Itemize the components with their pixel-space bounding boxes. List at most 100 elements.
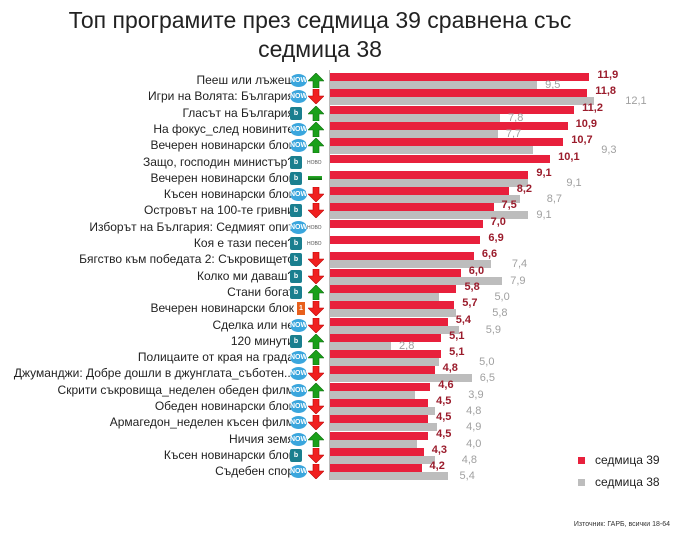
bar-week38 [330, 407, 435, 415]
category-label: Пееш или лъжеш [196, 73, 294, 87]
bar-week38 [330, 292, 439, 301]
bar-week39 [330, 187, 509, 196]
btv-logo-icon: b [290, 285, 302, 299]
bar-week38 [330, 97, 594, 106]
value-label-week39: 5,1 [449, 329, 465, 342]
bar-week39 [330, 399, 429, 407]
arrow-down-icon [307, 317, 325, 333]
arrow-up-icon [307, 431, 325, 447]
value-label-week39: 9,1 [536, 166, 552, 179]
bar-week38 [330, 178, 529, 187]
now-logo-icon: NOW [290, 400, 307, 413]
arrow-down-icon [307, 447, 325, 464]
category-label: Стани богат [227, 284, 294, 299]
bar-week39 [330, 203, 494, 212]
value-label-week39: 10,1 [558, 150, 580, 163]
bar-week39 [330, 138, 564, 147]
value-label-week39: 6,6 [481, 248, 498, 261]
btv-logo-icon: b [290, 269, 302, 283]
arrow-down-icon [307, 268, 325, 285]
value-label-week38: 9,1 [566, 176, 582, 189]
value-label-week39: 8,2 [516, 183, 533, 196]
now-logo-icon: NOW [290, 383, 307, 397]
arrow-down-icon [307, 300, 325, 317]
btv-logo-icon: b [290, 237, 302, 250]
category-label: 120 минути [230, 333, 294, 348]
bar-week39 [330, 447, 424, 456]
arrow-down-icon [307, 366, 325, 382]
category-label: Ничия земя [229, 431, 294, 446]
now-logo-icon: NOW [290, 220, 307, 234]
arrow-up-icon [307, 382, 325, 398]
category-label: Сделка или не [212, 317, 294, 332]
bar-week39 [330, 464, 422, 473]
value-label-week39: 4,8 [442, 362, 458, 375]
bar-week38 [330, 325, 459, 334]
value-label-week39: 6,0 [468, 264, 485, 277]
value-label-week38: 4,0 [466, 437, 482, 450]
now-logo-icon: NOW [290, 90, 307, 104]
btv-logo-icon: b [290, 171, 302, 185]
now-logo-icon: NOW [290, 188, 307, 202]
category-label: Колко ми даваш? [197, 268, 294, 283]
value-label-week38: 9,1 [536, 209, 552, 222]
now-logo-icon: NOW [290, 122, 307, 136]
now-logo-icon: NOW [290, 74, 307, 87]
category-label: Изборът на България: Седмият опит [89, 219, 294, 234]
btv-logo-icon: b [290, 106, 302, 120]
bar-week38 [330, 195, 520, 204]
category-label: Късен новинарски блок [163, 447, 294, 462]
bar-week39 [330, 317, 448, 326]
value-label-week38: 7,4 [511, 258, 528, 271]
category-label: Вечерен новинарски блок [150, 301, 294, 316]
value-label-week39: 4,5 [436, 411, 452, 424]
arrow-down-icon [307, 463, 325, 480]
category-label: Коя е тази песен? [193, 236, 294, 250]
now-logo-icon: NOW [290, 416, 307, 430]
new-badge: НОВО [307, 224, 322, 231]
arrow-down-icon [307, 398, 325, 415]
value-label-week38: 5,8 [492, 307, 508, 320]
value-label-week38: 4,9 [466, 421, 482, 434]
now-logo-icon: NOW [290, 351, 307, 365]
bar-week39 [330, 333, 442, 342]
y-axis-line [329, 70, 330, 480]
now-logo-icon: NOW [290, 318, 307, 332]
bar-week39 [330, 268, 461, 277]
value-label-week38: 4,8 [466, 405, 482, 417]
value-label-week39: 11,2 [582, 101, 603, 114]
now-logo-icon: NOW [290, 432, 307, 446]
arrow-down-icon [307, 203, 325, 219]
bar-week38 [330, 113, 501, 122]
value-label-week39: 4,5 [436, 395, 452, 407]
bar-week39 [330, 415, 429, 424]
value-label-week38: 7,7 [505, 127, 522, 140]
category-label: На фокус_след новините [153, 121, 294, 136]
value-label-week38: 9,5 [545, 79, 561, 91]
bar-week39 [330, 219, 483, 228]
value-label-week38: 2,8 [399, 339, 415, 352]
btv-logo-icon: b [290, 448, 302, 462]
legend-item-week38: седмица 38 [578, 475, 660, 489]
bar-week39 [330, 366, 435, 375]
bar-week38 [330, 260, 492, 269]
bar-week39 [330, 73, 590, 81]
value-label-week39: 5,4 [455, 313, 472, 326]
value-label-week39: 10,9 [575, 117, 598, 130]
category-label: Съдебен спор [215, 464, 294, 479]
value-label-week38: 7,9 [510, 274, 526, 287]
value-label-week39: 10,7 [571, 134, 593, 147]
value-label-week39: 5,7 [462, 297, 478, 310]
value-label-week39: 4,2 [429, 460, 445, 473]
category-label: Бягство към победата 2: Съкровището [79, 252, 294, 267]
arrow-up-icon [307, 349, 325, 366]
value-label-week39: 7,5 [501, 199, 517, 212]
value-label-week39: 11,9 [597, 69, 619, 81]
value-label-week38: 6,5 [479, 372, 495, 385]
arrow-up-icon [307, 105, 325, 121]
chart-title-line-1: Топ програмите през седмица 39 сравнена … [68, 7, 572, 33]
value-label-week38: 5,4 [459, 470, 475, 483]
bar-week38 [330, 374, 472, 383]
bar-week39 [330, 301, 455, 310]
btv-logo-icon: b [290, 155, 302, 169]
